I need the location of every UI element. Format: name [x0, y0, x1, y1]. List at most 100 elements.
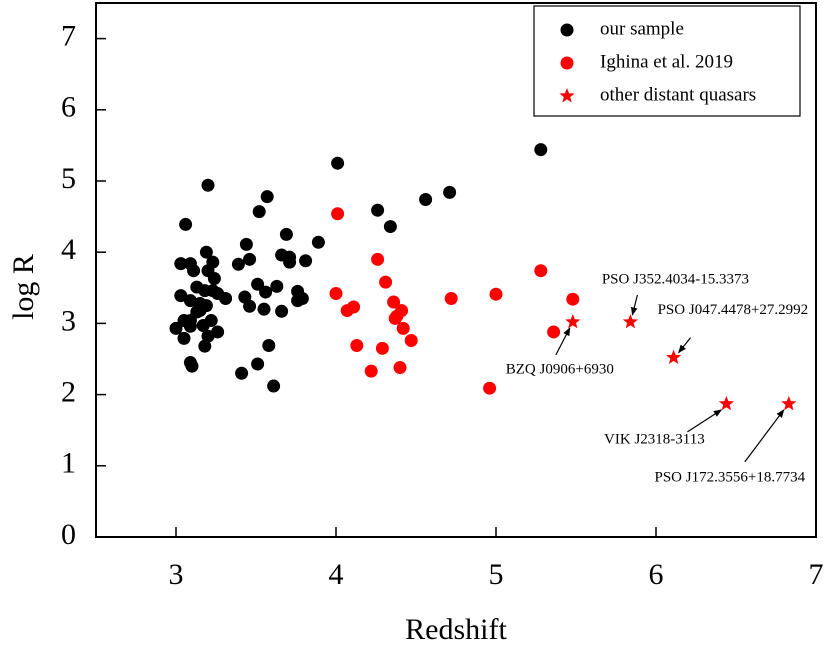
point: [566, 292, 580, 306]
point: [560, 23, 574, 37]
point: [396, 321, 410, 335]
point: [235, 366, 249, 380]
y-tick-label: 6: [61, 91, 76, 124]
point: [443, 185, 457, 199]
point: [219, 291, 233, 305]
legend-label: our sample: [600, 18, 684, 39]
point: [169, 321, 183, 335]
point: [534, 264, 548, 278]
star-marker: [666, 349, 682, 364]
annotation: BZQ J0906+6930: [506, 361, 614, 377]
legend-box: [533, 5, 801, 117]
point: [187, 264, 201, 278]
star-marker: [565, 314, 581, 329]
legend: our sample Ighina et al. 2019 other distan…: [533, 5, 801, 117]
star-marker: [622, 314, 638, 329]
annotation-arrow: [744, 409, 785, 463]
point: [350, 338, 364, 352]
point: [179, 217, 193, 231]
point: [329, 286, 343, 300]
point: [270, 279, 284, 293]
annotation: PSO J047.4478+27.2992: [658, 302, 809, 318]
star-marker: [781, 395, 797, 411]
point: [262, 338, 276, 352]
x-axis-label: Redshift: [405, 613, 507, 646]
point: [295, 291, 309, 305]
y-tick-label: 3: [61, 304, 76, 337]
point: [193, 304, 207, 318]
point: [275, 304, 289, 318]
plot-frame: [95, 2, 817, 538]
point: [239, 237, 253, 251]
point: [177, 331, 191, 345]
point: [279, 227, 293, 241]
point: [201, 329, 215, 343]
point: [419, 193, 433, 207]
x-tick-label: 4: [329, 558, 344, 591]
point: [252, 205, 266, 219]
annotation-arrow: [678, 337, 692, 354]
point: [444, 291, 458, 305]
point: [383, 220, 397, 234]
point: [260, 190, 274, 204]
point: [283, 250, 297, 264]
point: [387, 295, 401, 309]
legend-label: Ighina et al. 2019: [600, 51, 733, 72]
y-tick-label: 5: [61, 162, 76, 195]
point: [174, 289, 188, 303]
point: [379, 275, 393, 289]
point: [199, 245, 213, 259]
point: [560, 56, 574, 70]
point: [375, 341, 389, 355]
point: [196, 319, 210, 333]
y-tick-label: 2: [61, 375, 76, 408]
point: [299, 254, 313, 268]
point: [174, 257, 188, 271]
y-axis-label: log R: [7, 254, 40, 320]
point: [251, 357, 265, 371]
star-marker: [559, 88, 575, 103]
x-tick-label: 3: [169, 558, 184, 591]
point: [198, 339, 212, 353]
point: [311, 235, 325, 249]
point: [388, 311, 402, 325]
annotation-arrow: [555, 327, 571, 356]
point: [331, 156, 345, 170]
annotation-arrow: [687, 409, 723, 433]
star-marker: [718, 395, 734, 411]
point: [371, 203, 385, 217]
point: [483, 381, 497, 395]
annotation: PSO J352.4034-15.3373: [602, 271, 749, 287]
y-tick-label: 1: [61, 447, 76, 480]
point: [331, 207, 345, 221]
x-tick-label: 5: [489, 558, 504, 591]
point: [371, 252, 385, 266]
point: [185, 359, 199, 373]
point: [547, 325, 561, 339]
point: [267, 379, 281, 393]
legend-label: other distant quasars: [600, 84, 756, 105]
point: [201, 178, 215, 192]
point: [257, 302, 271, 316]
y-tick-label: 4: [61, 233, 76, 266]
annotation-arrow: [630, 294, 638, 316]
point: [231, 257, 245, 271]
point: [534, 143, 548, 157]
point: [251, 277, 265, 291]
point: [243, 252, 257, 266]
point: [207, 272, 221, 286]
y-tick-label: 7: [61, 19, 76, 52]
point: [489, 287, 503, 301]
point: [364, 364, 378, 378]
annotation: PSO J172.3556+18.7734: [655, 469, 806, 485]
x-tick-label: 6: [649, 558, 664, 591]
x-tick-label: 7: [809, 558, 824, 591]
point: [347, 300, 361, 314]
point: [404, 333, 418, 347]
point: [183, 319, 197, 333]
point: [243, 299, 257, 313]
point: [259, 285, 273, 299]
point: [393, 361, 407, 375]
annotation: VIK J2318-3113: [604, 431, 705, 447]
